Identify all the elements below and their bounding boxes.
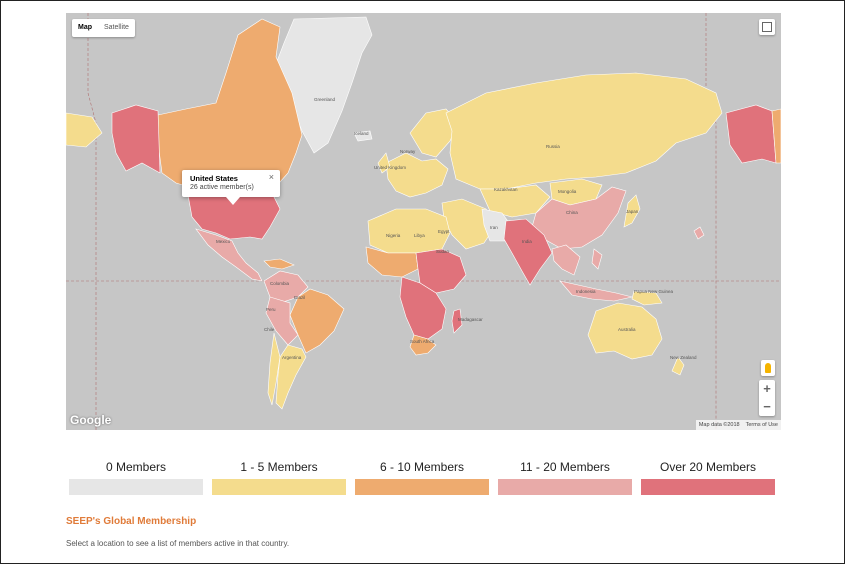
- label-iceland: Iceland: [354, 131, 369, 136]
- country-india[interactable]: [503, 218, 553, 286]
- map-attribution: Map data ©2018 Terms of Use: [695, 420, 781, 430]
- label-sudan: Sudan: [436, 249, 450, 254]
- terms-of-use-link[interactable]: Terms of Use: [745, 422, 778, 428]
- country-west-africa[interactable]: [365, 246, 419, 278]
- country-iceland[interactable]: [353, 130, 373, 142]
- label-mongolia: Mongolia: [558, 189, 577, 194]
- label-peru: Peru: [266, 307, 276, 312]
- world-map[interactable]: Greenland Russia Iceland Norway United K…: [66, 13, 781, 430]
- label-madagascar: Madagascar: [458, 317, 483, 322]
- label-colombia: Colombia: [270, 281, 290, 286]
- zoom-out-button[interactable]: −: [763, 399, 771, 414]
- country-argentina[interactable]: [275, 344, 307, 410]
- label-uk: United Kingdom: [374, 165, 407, 170]
- label-russia: Russia: [546, 144, 560, 149]
- country-uk[interactable]: [377, 152, 391, 174]
- country-new-zealand[interactable]: [671, 356, 685, 376]
- map-type-satellite-button[interactable]: Satellite: [104, 24, 129, 31]
- country-australia[interactable]: [587, 302, 663, 360]
- label-australia: Australia: [618, 327, 636, 332]
- label-iran: Iran: [490, 225, 498, 230]
- legend-label: 11 - 20 Members: [520, 460, 610, 474]
- label-libya: Libya: [414, 233, 425, 238]
- country-mexico[interactable]: [195, 228, 263, 282]
- section-title: SEEP's Global Membership: [66, 516, 197, 527]
- legend-item-4: Over 20 Members: [641, 458, 775, 495]
- label-new-zealand: New Zealand: [670, 355, 697, 360]
- street-view-button[interactable]: [761, 360, 775, 376]
- country-canada[interactable]: [157, 18, 303, 194]
- label-indonesia: Indonesia: [576, 289, 596, 294]
- country-alaska[interactable]: [111, 104, 161, 174]
- legend-swatch: [355, 479, 489, 495]
- zoom-control: + −: [759, 380, 775, 416]
- country-north-africa[interactable]: [367, 208, 451, 254]
- zoom-in-button[interactable]: +: [763, 381, 771, 396]
- map-type-control: Map Satellite: [72, 19, 135, 37]
- country-europe-west[interactable]: [385, 152, 449, 198]
- google-logo[interactable]: Google: [70, 413, 112, 427]
- info-window: United States 26 active member(s) ×: [182, 170, 280, 205]
- legend-item-0: 0 Members: [69, 458, 203, 495]
- country-east-africa[interactable]: [415, 248, 467, 294]
- info-window-title: United States: [190, 174, 238, 183]
- country-russia-repeat[interactable]: [66, 112, 103, 148]
- country-madagascar[interactable]: [451, 308, 463, 334]
- label-greenland: Greenland: [314, 97, 336, 102]
- country-brazil[interactable]: [289, 288, 345, 354]
- legend-swatch: [212, 479, 346, 495]
- fullscreen-button[interactable]: [759, 19, 775, 35]
- legend-item-3: 11 - 20 Members: [498, 458, 632, 495]
- label-mexico: Mexico: [216, 239, 231, 244]
- country-chile[interactable]: [267, 332, 281, 406]
- country-south-africa[interactable]: [409, 334, 437, 356]
- legend-swatch: [69, 479, 203, 495]
- country-central-africa[interactable]: [399, 276, 447, 340]
- country-alaska-repeat[interactable]: [725, 104, 777, 164]
- label-png: Papua New Guinea: [634, 289, 674, 294]
- section-description: Select a location to see a list of membe…: [66, 539, 290, 548]
- label-japan: Japan: [626, 209, 639, 214]
- country-japan[interactable]: [623, 194, 641, 228]
- close-icon[interactable]: ×: [268, 172, 274, 182]
- map-type-map-button[interactable]: Map: [78, 24, 92, 31]
- label-egypt: Egypt: [438, 229, 450, 234]
- country-philippines[interactable]: [591, 248, 603, 270]
- legend-label: 1 - 5 Members: [240, 460, 318, 474]
- legend-swatch: [498, 479, 632, 495]
- label-norway: Norway: [400, 149, 416, 154]
- map-data-text: Map data ©2018: [698, 422, 740, 428]
- label-india: India: [522, 239, 532, 244]
- label-south-africa: South Africa: [410, 339, 435, 344]
- membership-legend: 0 Members 1 - 5 Members 6 - 10 Members 1…: [66, 458, 781, 498]
- legend-item-1: 1 - 5 Members: [212, 458, 346, 495]
- legend-swatch: [641, 479, 775, 495]
- country-russia[interactable]: [445, 72, 723, 190]
- info-window-subtitle: 26 active member(s): [190, 184, 254, 191]
- country-southeast-asia[interactable]: [551, 244, 581, 276]
- label-brazil: Brazil: [294, 295, 306, 300]
- map-canvas[interactable]: [66, 13, 781, 430]
- legend-label: Over 20 Members: [659, 460, 757, 474]
- country-caribbean[interactable]: [263, 258, 295, 270]
- label-nigeria: Nigeria: [386, 233, 401, 238]
- label-kazakhstan: Kazakhstan: [494, 187, 518, 192]
- label-argentina: Argentina: [282, 355, 302, 360]
- legend-label: 0 Members: [105, 460, 167, 474]
- country-peru-bolivia[interactable]: [265, 296, 299, 346]
- label-chile: Chile: [264, 327, 275, 332]
- legend-label: 6 - 10 Members: [379, 460, 465, 474]
- country-pacific-islands[interactable]: [693, 226, 705, 240]
- country-canada-repeat[interactable]: [771, 108, 781, 164]
- label-china: China: [566, 210, 578, 215]
- pegman-icon: [765, 363, 771, 373]
- country-indonesia[interactable]: [559, 280, 633, 302]
- country-png[interactable]: [631, 290, 663, 306]
- legend-item-2: 6 - 10 Members: [355, 458, 489, 495]
